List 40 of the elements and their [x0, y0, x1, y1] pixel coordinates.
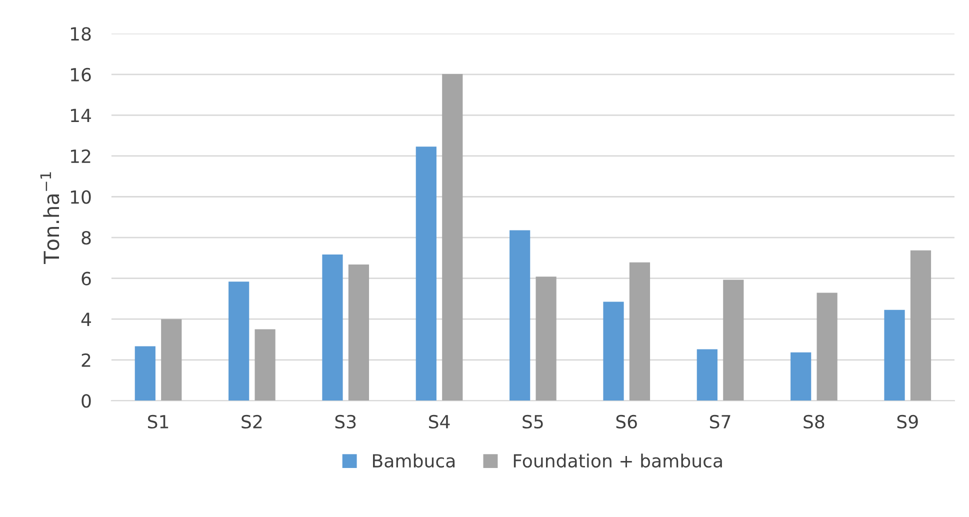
- bar: [322, 254, 343, 401]
- bar: [696, 349, 718, 401]
- bar: [228, 282, 250, 401]
- bar: [816, 292, 838, 401]
- y-tick-label: 12: [71, 149, 90, 163]
- bar: [910, 250, 932, 401]
- bar: [603, 302, 624, 401]
- legend-label: Foundation + bambuca: [514, 454, 722, 468]
- x-tick-label: S1: [148, 414, 168, 429]
- bar: [134, 346, 156, 401]
- legend-label: Bambuca: [373, 454, 455, 468]
- bar: [254, 329, 276, 401]
- x-tick-label: S9: [897, 414, 918, 429]
- y-tick-label: 8: [82, 230, 91, 245]
- y-axis-title: Ton.ha$^{−1}$: [40, 172, 60, 264]
- y-tick-label: 14: [71, 108, 91, 122]
- bar: [536, 276, 556, 401]
- bar: [510, 230, 530, 401]
- bar: [629, 262, 650, 401]
- x-tick-label: S5: [522, 414, 543, 429]
- x-tick-label: S4: [428, 414, 450, 429]
- x-tick-label: S7: [710, 414, 730, 429]
- y-tick-label: 10: [71, 190, 91, 204]
- y-tick-label: 18: [71, 27, 91, 41]
- bar: [723, 280, 744, 401]
- x-tick-label: S6: [616, 414, 637, 429]
- bar: [161, 319, 182, 401]
- y-tick-label: 2: [82, 353, 90, 367]
- y-tick-label: 6: [82, 272, 91, 286]
- bar: [442, 74, 463, 401]
- y-tick-label: 0: [82, 394, 91, 408]
- bar: [790, 352, 812, 401]
- bar: [884, 310, 905, 401]
- bar: [416, 146, 436, 401]
- x-tick-label: S8: [804, 414, 824, 429]
- x-tick-label: S3: [335, 414, 356, 429]
- y-tick-label: 4: [81, 312, 91, 326]
- x-tick-label: S2: [242, 414, 262, 429]
- y-tick-label: 16: [71, 68, 91, 82]
- bar: [348, 264, 370, 401]
